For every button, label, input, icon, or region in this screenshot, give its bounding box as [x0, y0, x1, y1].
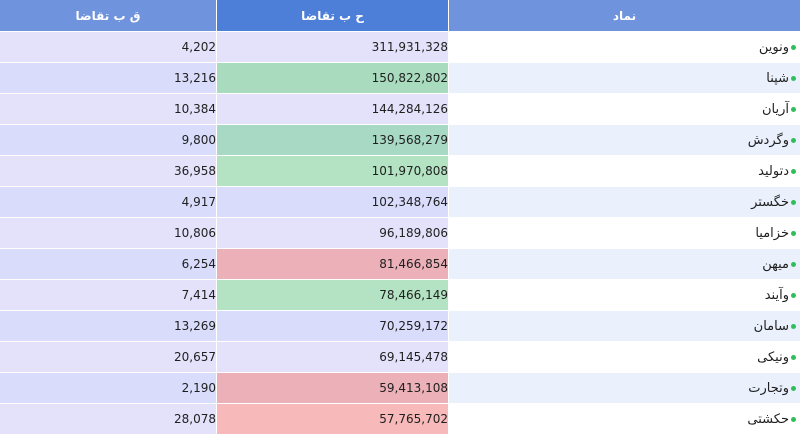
buy-count-cell: 7,414: [0, 279, 216, 310]
symbol-cell[interactable]: ونوین: [448, 31, 800, 62]
symbol-cell[interactable]: آریان: [448, 93, 800, 124]
table-row[interactable]: آریان 144,284,126 10,384: [0, 93, 800, 124]
status-dot-icon: [791, 261, 796, 267]
status-dot-icon: [791, 416, 796, 422]
table-row[interactable]: وتجارت 59,413,108 2,190: [0, 372, 800, 403]
buy-volume-cell: 81,466,854: [216, 248, 448, 279]
table-row[interactable]: شپنا 150,822,802 13,216: [0, 62, 800, 93]
symbol-cell[interactable]: وتجارت: [448, 372, 800, 403]
symbol-cell[interactable]: خگستر: [448, 186, 800, 217]
symbol-label: ونیکی: [757, 349, 789, 365]
buy-volume-cell: 78,466,149: [216, 279, 448, 310]
symbol-label: خگستر: [751, 194, 789, 210]
table-row[interactable]: خگستر 102,348,764 4,917: [0, 186, 800, 217]
buy-count-cell: 4,202: [0, 31, 216, 62]
symbol-cell[interactable]: ونیکی: [448, 341, 800, 372]
status-dot-icon: [791, 385, 796, 391]
table-row[interactable]: وگردش 139,568,279 9,800: [0, 124, 800, 155]
buy-volume-cell: 70,259,172: [216, 310, 448, 341]
table-row[interactable]: وآیند 78,466,149 7,414: [0, 279, 800, 310]
symbol-cell[interactable]: میهن: [448, 248, 800, 279]
buy-count-cell: 28,078: [0, 403, 216, 434]
status-dot-icon: [791, 75, 796, 81]
symbol-label: وگردش: [747, 132, 789, 148]
status-dot-icon: [791, 106, 796, 112]
buy-volume-cell: 102,348,764: [216, 186, 448, 217]
symbol-cell[interactable]: وآیند: [448, 279, 800, 310]
symbol-cell[interactable]: وگردش: [448, 124, 800, 155]
buy-volume-cell: 57,765,702: [216, 403, 448, 434]
table-row[interactable]: حکشتی 57,765,702 28,078: [0, 403, 800, 434]
buy-count-cell: 2,190: [0, 372, 216, 403]
symbol-cell[interactable]: سامان: [448, 310, 800, 341]
table-header: نماد ح ب تقاضا ق ب تقاضا: [0, 0, 800, 31]
symbol-label: ونوین: [758, 39, 789, 55]
symbol-label: وآیند: [764, 287, 789, 303]
symbol-cell[interactable]: خزامیا: [448, 217, 800, 248]
table-row[interactable]: ونوین 311,931,328 4,202: [0, 31, 800, 62]
symbol-label: خزامیا: [755, 225, 789, 241]
symbol-label: حکشتی: [747, 411, 789, 427]
buy-volume-cell: 101,970,808: [216, 155, 448, 186]
symbol-label: آریان: [761, 101, 789, 117]
buy-volume-cell: 144,284,126: [216, 93, 448, 124]
table-row[interactable]: ونیکی 69,145,478 20,657: [0, 341, 800, 372]
status-dot-icon: [791, 323, 796, 329]
column-header-buy-volume[interactable]: ح ب تقاضا: [216, 0, 448, 31]
status-dot-icon: [791, 230, 796, 236]
status-dot-icon: [791, 137, 796, 143]
table-row[interactable]: خزامیا 96,189,806 10,806: [0, 217, 800, 248]
status-dot-icon: [791, 354, 796, 360]
buy-volume-cell: 311,931,328: [216, 31, 448, 62]
symbol-cell[interactable]: حکشتی: [448, 403, 800, 434]
buy-count-cell: 36,958: [0, 155, 216, 186]
buy-count-cell: 6,254: [0, 248, 216, 279]
buy-count-cell: 10,384: [0, 93, 216, 124]
symbol-label: سامان: [753, 318, 789, 334]
buy-volume-cell: 139,568,279: [216, 124, 448, 155]
buy-volume-cell: 96,189,806: [216, 217, 448, 248]
buy-count-cell: 13,269: [0, 310, 216, 341]
buy-volume-cell: 150,822,802: [216, 62, 448, 93]
status-dot-icon: [791, 199, 796, 205]
table-body: ونوین 311,931,328 4,202 شپنا 150,822,802 13,2…: [0, 31, 800, 434]
status-dot-icon: [791, 292, 796, 298]
table-row[interactable]: میهن 81,466,854 6,254: [0, 248, 800, 279]
column-header-symbol[interactable]: نماد: [448, 0, 800, 31]
column-header-buy-count[interactable]: ق ب تقاضا: [0, 0, 216, 31]
symbol-cell[interactable]: شپنا: [448, 62, 800, 93]
symbol-cell[interactable]: دتولید: [448, 155, 800, 186]
status-dot-icon: [791, 44, 796, 50]
status-dot-icon: [791, 168, 796, 174]
symbol-label: وتجارت: [748, 380, 789, 396]
symbol-label: میهن: [762, 256, 789, 272]
buy-volume-cell: 59,413,108: [216, 372, 448, 403]
buy-count-cell: 13,216: [0, 62, 216, 93]
buy-volume-cell: 69,145,478: [216, 341, 448, 372]
buy-count-cell: 10,806: [0, 217, 216, 248]
table-row[interactable]: دتولید 101,970,808 36,958: [0, 155, 800, 186]
buy-count-cell: 9,800: [0, 124, 216, 155]
table-row[interactable]: سامان 70,259,172 13,269: [0, 310, 800, 341]
symbol-label: دتولید: [758, 163, 789, 179]
buy-count-cell: 20,657: [0, 341, 216, 372]
buy-count-cell: 4,917: [0, 186, 216, 217]
symbol-label: شپنا: [766, 70, 789, 86]
